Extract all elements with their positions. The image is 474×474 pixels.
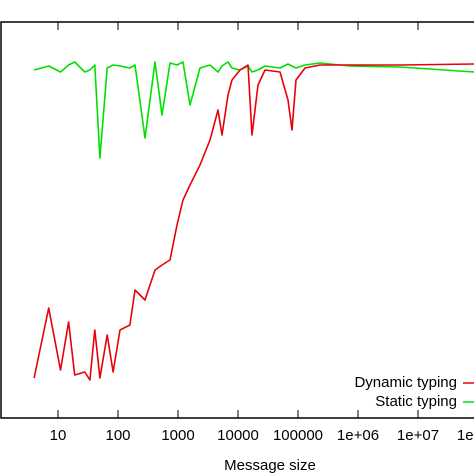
data-line	[33, 63, 474, 381]
x-tick-label: 10	[50, 427, 67, 444]
x-tick-label: 1e+06	[337, 427, 379, 444]
x-tick-label: 10000	[217, 427, 259, 444]
data-line	[33, 61, 474, 159]
x-tick-label: 100	[105, 427, 130, 444]
x-tick-label: 100000	[273, 427, 323, 444]
plot-frame	[0, 21, 474, 419]
x-tick-label: 1000	[161, 427, 194, 444]
legend-label: Dynamic typing	[354, 374, 457, 391]
x-tick-label: 1e+07	[397, 427, 439, 444]
x-axis-label: Message size	[224, 457, 316, 474]
legend-label: Static typing	[375, 393, 457, 410]
x-tick-label: 1e+08	[457, 427, 474, 444]
